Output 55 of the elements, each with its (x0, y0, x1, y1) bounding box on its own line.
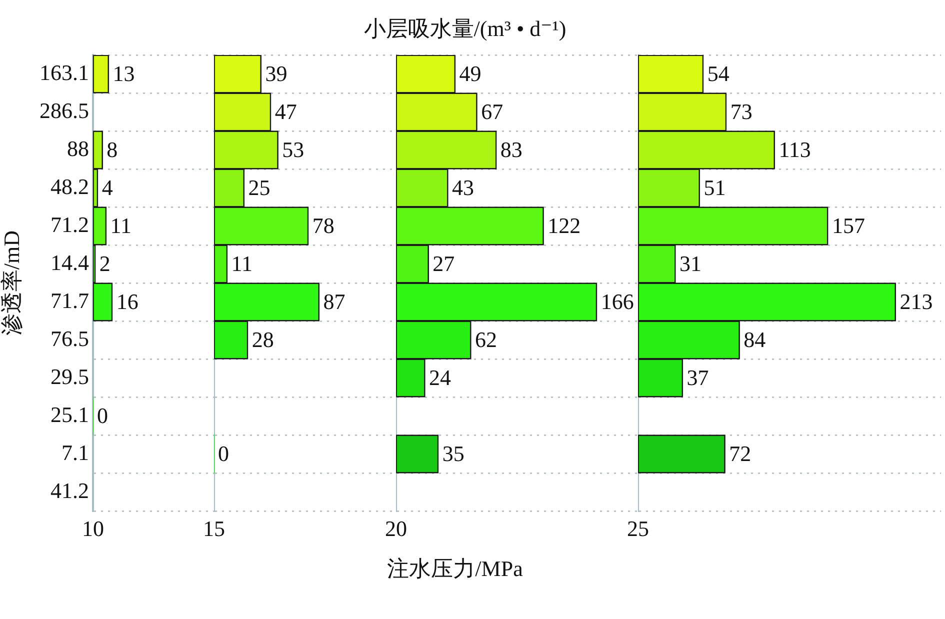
data-label: 4 (102, 174, 113, 200)
data-label: 213 (900, 288, 933, 314)
data-label: 122 (548, 212, 581, 238)
data-label: 2 (99, 250, 110, 276)
x-axis-title: 25 (627, 516, 649, 541)
y-tick-label: 163.1 (40, 60, 89, 85)
y-axis-title: 渗透率/mD (0, 230, 24, 336)
data-label: 72 (729, 440, 752, 466)
y-tick-label: 7.1 (62, 440, 89, 465)
data-label: 11 (110, 212, 132, 238)
data-label: 39 (265, 60, 288, 86)
y-tick-label: 25.1 (50, 402, 89, 427)
data-label: 16 (116, 288, 138, 314)
data-label: 35 (442, 440, 464, 466)
data-label: 25 (248, 174, 270, 200)
x-axis-title: 10 (82, 516, 104, 541)
text: 小层吸水量/(m³ • d⁻¹) (364, 16, 566, 41)
data-label: 27 (432, 250, 455, 276)
data-label: 8 (106, 136, 118, 162)
y-tick-label: 76.5 (50, 326, 89, 351)
y-tick-label: 88 (67, 136, 89, 161)
data-label: 43 (452, 174, 474, 200)
data-label: 13 (112, 60, 135, 86)
data-label: 84 (744, 326, 766, 352)
data-label: 83 (500, 136, 522, 162)
data-label: 11 (231, 250, 252, 276)
x-axis-title: 15 (203, 516, 225, 541)
data-label: 62 (475, 326, 498, 352)
x-axis-title: 20 (385, 516, 407, 541)
data-label: 47 (274, 98, 297, 124)
y-tick-label: 71.7 (50, 288, 89, 313)
y-tick-label: 29.5 (50, 364, 89, 389)
data-label: 49 (459, 60, 482, 86)
y-tick-label: 14.4 (50, 250, 89, 275)
data-label: 78 (312, 212, 334, 238)
data-label: 53 (282, 136, 304, 162)
data-label: 31 (680, 250, 702, 276)
data-label: 28 (252, 326, 274, 352)
data-label: 113 (778, 136, 811, 162)
y-tick-label: 48.2 (50, 174, 89, 199)
data-label: 157 (832, 212, 865, 238)
text: 注水压力/MPa (387, 556, 523, 581)
data-label: 24 (429, 364, 452, 390)
data-label: 166 (600, 288, 634, 314)
data-label: 73 (730, 98, 752, 124)
y-tick-label: 71.2 (50, 212, 89, 237)
data-label: 87 (323, 288, 346, 314)
data-label: 54 (707, 60, 730, 86)
data-label: 0 (97, 402, 108, 428)
data-label: 67 (481, 98, 504, 124)
data-label: 37 (686, 364, 709, 390)
y-tick-label: 286.5 (40, 98, 89, 123)
data-label: 51 (704, 174, 726, 200)
y-tick-label: 41.2 (50, 478, 89, 503)
data-label: 0 (218, 440, 229, 466)
